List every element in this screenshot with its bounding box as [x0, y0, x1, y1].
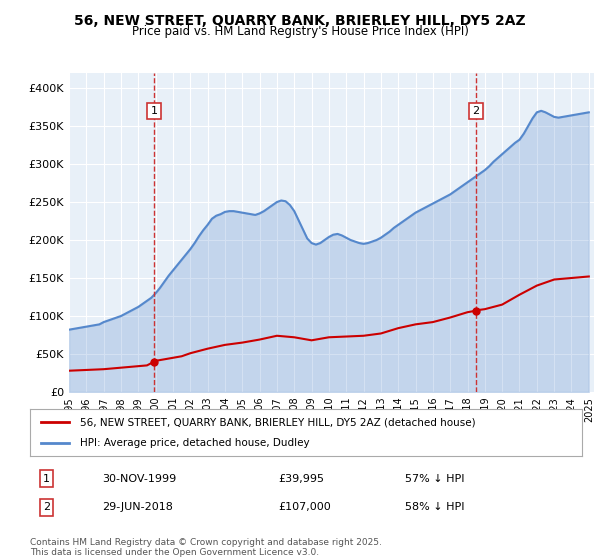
- Text: £39,995: £39,995: [278, 474, 325, 484]
- Text: 1: 1: [43, 474, 50, 484]
- Text: 30-NOV-1999: 30-NOV-1999: [102, 474, 176, 484]
- Text: 56, NEW STREET, QUARRY BANK, BRIERLEY HILL, DY5 2AZ (detached house): 56, NEW STREET, QUARRY BANK, BRIERLEY HI…: [80, 417, 475, 427]
- Text: 56, NEW STREET, QUARRY BANK, BRIERLEY HILL, DY5 2AZ: 56, NEW STREET, QUARRY BANK, BRIERLEY HI…: [74, 14, 526, 28]
- Text: 2: 2: [43, 502, 50, 512]
- Text: £107,000: £107,000: [278, 502, 331, 512]
- Text: 29-JUN-2018: 29-JUN-2018: [102, 502, 173, 512]
- Text: 58% ↓ HPI: 58% ↓ HPI: [406, 502, 465, 512]
- Text: 57% ↓ HPI: 57% ↓ HPI: [406, 474, 465, 484]
- Text: Contains HM Land Registry data © Crown copyright and database right 2025.
This d: Contains HM Land Registry data © Crown c…: [30, 538, 382, 557]
- Text: 1: 1: [151, 106, 158, 116]
- Text: HPI: Average price, detached house, Dudley: HPI: Average price, detached house, Dudl…: [80, 438, 310, 448]
- Text: Price paid vs. HM Land Registry's House Price Index (HPI): Price paid vs. HM Land Registry's House …: [131, 25, 469, 38]
- Text: 2: 2: [472, 106, 479, 116]
